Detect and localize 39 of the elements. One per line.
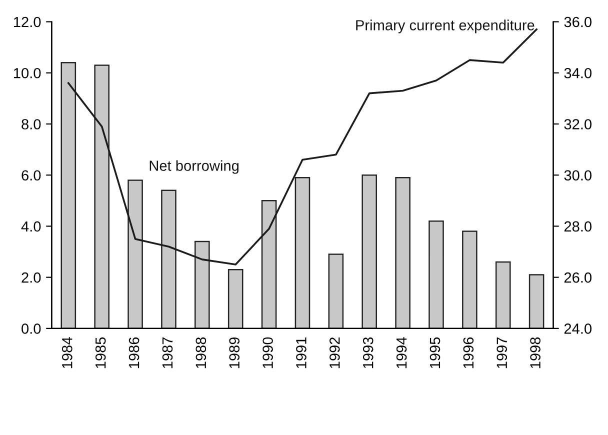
x-tick-label: 1990 xyxy=(262,337,273,368)
y-tick-label: 4.0 xyxy=(21,221,41,232)
bar xyxy=(395,177,410,328)
x-tick-label: 1996 xyxy=(463,337,474,368)
x-tick-label: 1984 xyxy=(62,337,72,368)
x-tick-label: 1991 xyxy=(296,337,306,368)
x-tick-label: 1987 xyxy=(162,337,173,368)
y-tick-label: 2.0 xyxy=(22,272,41,283)
series-label: Primary current expenditure xyxy=(356,20,534,34)
y2-tick-label: 24.0 xyxy=(564,324,592,334)
y2-tick-label: 36.0 xyxy=(564,16,592,28)
y-tick-label: 6.0 xyxy=(22,170,41,181)
y-tick-label: 8.0 xyxy=(22,119,41,130)
y2-tick-label: 34.0 xyxy=(564,68,592,78)
x-tick-label: 1988 xyxy=(196,337,206,368)
x-tick-label: 1995 xyxy=(430,337,440,368)
y-tick-label: 10.0 xyxy=(14,68,41,78)
y-tick-label: 12.0 xyxy=(14,16,41,28)
x-tick-label: 1985 xyxy=(95,337,106,368)
x-tick-label: 1993 xyxy=(362,337,374,368)
x-tick-label: 1989 xyxy=(229,337,240,368)
bar xyxy=(462,230,478,328)
y2-tick-label: 30.0 xyxy=(564,170,592,181)
series-label: Net borrowing xyxy=(150,160,238,174)
y2-tick-label: 28.0 xyxy=(564,221,592,232)
y-tick-label: 0.0 xyxy=(22,324,41,334)
bar xyxy=(528,274,544,328)
bar xyxy=(328,254,344,328)
bar xyxy=(362,174,378,328)
x-tick-label: 1997 xyxy=(496,337,508,368)
x-tick-label: 1986 xyxy=(128,337,140,368)
x-tick-label: 1992 xyxy=(330,337,340,368)
bar xyxy=(228,269,244,328)
y2-tick-label: 32.0 xyxy=(564,119,592,130)
bar xyxy=(495,261,511,328)
x-tick-label: 1998 xyxy=(530,337,540,368)
x-tick-label: 1994 xyxy=(396,337,407,368)
bar xyxy=(428,220,444,328)
y2-tick-label: 26.0 xyxy=(564,272,592,283)
